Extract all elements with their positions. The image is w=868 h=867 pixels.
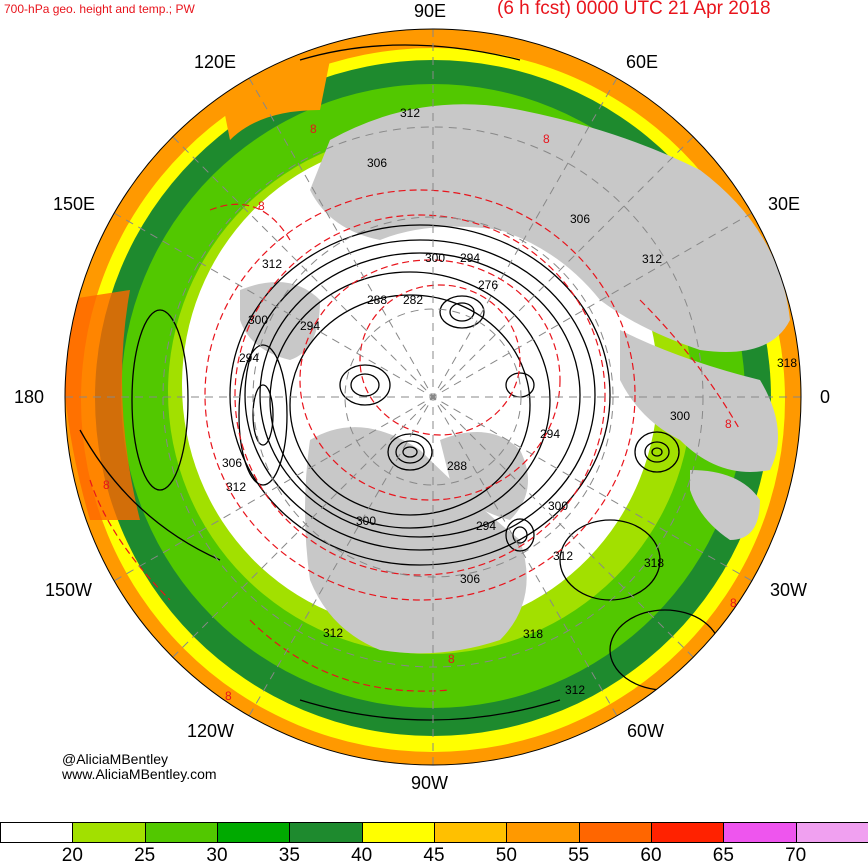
colorbar-tick-label: 60 [640, 845, 662, 866]
lon-label-90e: 90E [414, 1, 447, 21]
polar-map: 312 306 300 294 288 282 276 312 306 300 … [64, 28, 802, 766]
land-greenland [440, 432, 528, 520]
land-north-america [305, 427, 527, 654]
lon-label-30w: 30W [770, 580, 808, 600]
height-label: 294 [460, 251, 480, 265]
height-label: 312 [642, 252, 662, 266]
height-label: 306 [570, 212, 590, 226]
land-eurasia [310, 104, 790, 353]
height-label: 294 [540, 427, 560, 441]
height-label: 312 [226, 480, 246, 494]
pw-colorbar [0, 822, 868, 845]
colorbar-cell [72, 822, 146, 843]
height-label: 300 [356, 514, 376, 528]
colorbar-cell [723, 822, 797, 843]
lon-label-90w: 90W [411, 773, 449, 793]
colorbar-cell [0, 822, 74, 843]
height-label: 318 [777, 356, 797, 370]
height-label-group: 312 306 300 294 288 282 276 312 306 300 … [222, 106, 797, 697]
height-label: 294 [476, 519, 496, 533]
temp-label: 8 [103, 478, 110, 492]
land-africa [690, 470, 760, 540]
height-label: 300 [548, 499, 568, 513]
height-label: 312 [262, 257, 282, 271]
height-label: 276 [478, 278, 498, 292]
colorbar-tick-label: 20 [61, 845, 83, 866]
height-label: 300 [425, 251, 445, 265]
temp-label: 8 [448, 652, 455, 666]
colorbar-tick-label: 45 [423, 845, 445, 866]
credit-website: www.AliciaMBentley.com [62, 766, 217, 782]
colorbar-tick-label: 25 [134, 845, 156, 866]
lon-label-60e: 60E [626, 52, 659, 72]
height-label: 288 [367, 293, 387, 307]
colorbar-cell [795, 822, 868, 843]
colorbar-cell [144, 822, 218, 843]
lon-label-180: 180 [14, 387, 45, 407]
height-label: 288 [447, 459, 467, 473]
height-label: 282 [403, 293, 423, 307]
lon-label-60w: 60W [627, 721, 665, 741]
height-label: 312 [400, 106, 420, 120]
temp-label-group: 8 8 8 8 8 8 8 8 [103, 122, 737, 703]
lon-label-150e: 150E [53, 194, 96, 214]
colorbar-cell [506, 822, 580, 843]
temp-label: 8 [543, 132, 550, 146]
height-label: 318 [644, 556, 664, 570]
temp-label: 8 [225, 689, 232, 703]
colorbar-cell [217, 822, 291, 843]
lon-label-120w: 120W [187, 721, 235, 741]
colorbar-cell [361, 822, 435, 843]
colorbar-cell [578, 822, 652, 843]
colorbar-cell [289, 822, 363, 843]
height-label: 318 [523, 627, 543, 641]
height-contours [79, 44, 721, 721]
height-label: 294 [300, 319, 320, 333]
temp-label: 8 [730, 596, 737, 610]
colorbar-tick-label: 65 [712, 845, 734, 866]
height-label: 294 [239, 351, 259, 365]
credit-handle: @AliciaMBentley [62, 751, 169, 767]
temperature-contours [89, 189, 741, 692]
pw-moist-west [65, 290, 140, 520]
colorbar-tick-label: 70 [785, 845, 807, 866]
height-label: 300 [670, 409, 690, 423]
latlon-grid [65, 29, 801, 765]
map-border [64, 28, 802, 766]
temp-label: 8 [310, 122, 317, 136]
temp-label: 8 [725, 417, 732, 431]
height-label: 306 [367, 156, 387, 170]
height-label: 300 [248, 313, 268, 327]
lon-label-150w: 150W [45, 580, 93, 600]
colorbar-tick-label: 35 [278, 845, 300, 866]
land-europe [620, 330, 778, 472]
lon-label-30e: 30E [768, 194, 801, 214]
height-label: 312 [323, 626, 343, 640]
lon-label-120e: 120E [194, 52, 237, 72]
height-label: 306 [222, 456, 242, 470]
valid-time: (6 h fcst) 0000 UTC 21 Apr 2018 [497, 0, 771, 19]
height-label: 312 [553, 549, 573, 563]
temp-label: 8 [258, 199, 265, 213]
colorbar-tick-label: 40 [351, 845, 373, 866]
lon-label-0: 0 [820, 387, 831, 407]
product-title: 700-hPa geo. height and temp.; PW [4, 2, 195, 16]
colorbar-cell [651, 822, 725, 843]
colorbar-tick-label: 50 [495, 845, 517, 866]
colorbar-tick-label: 30 [206, 845, 228, 866]
height-label: 312 [565, 683, 585, 697]
height-label: 306 [460, 572, 480, 586]
colorbar-tick-label: 55 [568, 845, 590, 866]
colorbar-cell [434, 822, 508, 843]
